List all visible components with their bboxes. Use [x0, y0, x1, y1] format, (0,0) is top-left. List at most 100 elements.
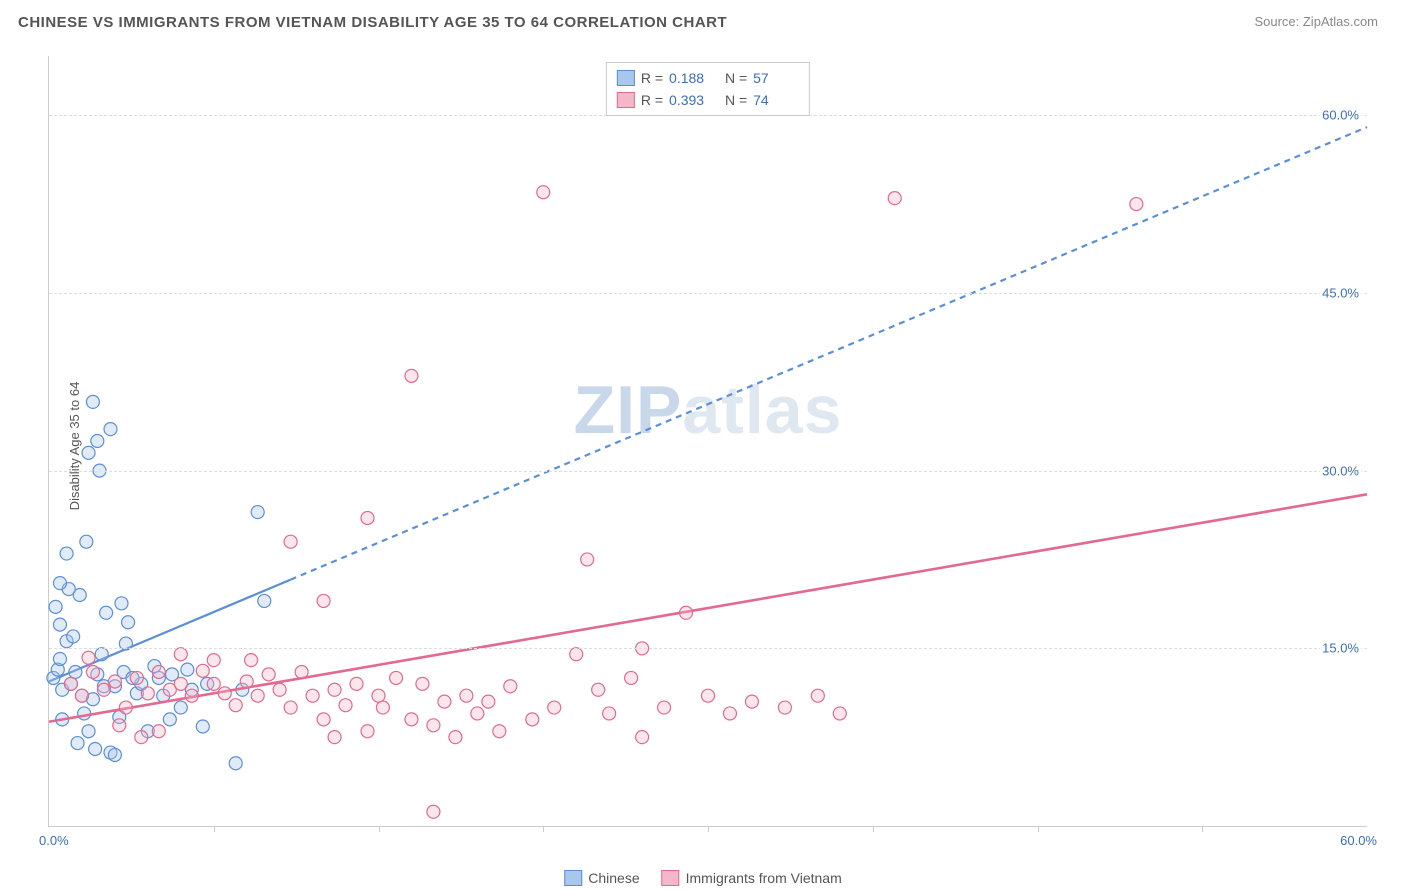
data-point — [328, 683, 341, 696]
data-point — [86, 395, 99, 408]
data-point — [723, 707, 736, 720]
data-point — [306, 689, 319, 702]
r-label: R = — [641, 89, 663, 111]
data-point — [251, 689, 264, 702]
data-point — [811, 689, 824, 702]
data-point — [570, 648, 583, 661]
data-point — [526, 713, 539, 726]
data-point — [438, 695, 451, 708]
r-label: R = — [641, 67, 663, 89]
x-tick — [1202, 826, 1203, 832]
legend-label: Immigrants from Vietnam — [686, 870, 842, 886]
data-point — [80, 535, 93, 548]
data-point — [75, 689, 88, 702]
data-point — [115, 597, 128, 610]
legend-item: Chinese — [564, 870, 639, 886]
stats-row: R = 0.188 N = 57 — [617, 67, 799, 89]
data-point — [82, 651, 95, 664]
data-point — [680, 606, 693, 619]
swatch-icon — [617, 92, 635, 108]
data-point — [218, 687, 231, 700]
data-point — [372, 689, 385, 702]
x-axis-max-label: 60.0% — [1340, 833, 1377, 848]
data-point — [245, 654, 258, 667]
y-grid-label: 45.0% — [1320, 285, 1361, 300]
data-point — [888, 192, 901, 205]
source-attribution: Source: ZipAtlas.com — [1254, 14, 1378, 29]
data-point — [196, 720, 209, 733]
data-point — [636, 731, 649, 744]
data-point — [91, 435, 104, 448]
data-point — [405, 713, 418, 726]
data-point — [548, 701, 561, 714]
r-value: 0.188 — [669, 67, 715, 89]
data-point — [64, 677, 77, 690]
data-point — [258, 594, 271, 607]
x-tick — [1038, 826, 1039, 832]
data-point — [625, 671, 638, 684]
data-point — [113, 719, 126, 732]
data-point — [240, 675, 253, 688]
data-point — [104, 423, 117, 436]
data-point — [119, 701, 132, 714]
data-point — [108, 748, 121, 761]
n-value: 74 — [753, 89, 799, 111]
data-point — [361, 725, 374, 738]
data-point — [284, 701, 297, 714]
x-axis-min-label: 0.0% — [39, 833, 69, 848]
data-point — [229, 699, 242, 712]
chart-title: CHINESE VS IMMIGRANTS FROM VIETNAM DISAB… — [18, 14, 727, 31]
data-point — [130, 671, 143, 684]
data-point — [152, 666, 165, 679]
data-point — [89, 743, 102, 756]
data-point — [460, 689, 473, 702]
data-point — [262, 668, 275, 681]
data-point — [658, 701, 671, 714]
data-point — [339, 699, 352, 712]
n-value: 57 — [753, 67, 799, 89]
data-point — [427, 805, 440, 818]
data-point — [53, 577, 66, 590]
data-point — [82, 446, 95, 459]
data-point — [284, 535, 297, 548]
data-point — [97, 683, 110, 696]
data-point — [581, 553, 594, 566]
data-point — [174, 677, 187, 690]
data-point — [207, 654, 220, 667]
data-point — [317, 594, 330, 607]
swatch-icon — [617, 70, 635, 86]
data-point — [141, 687, 154, 700]
data-point — [493, 725, 506, 738]
data-point — [152, 725, 165, 738]
data-point — [60, 547, 73, 560]
data-point — [135, 731, 148, 744]
x-tick — [543, 826, 544, 832]
data-point — [196, 664, 209, 677]
data-point — [317, 713, 330, 726]
x-tick — [708, 826, 709, 832]
data-point — [67, 630, 80, 643]
data-point — [328, 731, 341, 744]
correlation-stats-box: R = 0.188 N = 57 R = 0.393 N = 74 — [606, 62, 810, 116]
data-point — [702, 689, 715, 702]
data-point — [207, 677, 220, 690]
data-point — [73, 589, 86, 602]
data-point — [295, 666, 308, 679]
data-point — [482, 695, 495, 708]
y-grid-label: 15.0% — [1320, 641, 1361, 656]
data-point — [390, 671, 403, 684]
data-point — [174, 701, 187, 714]
data-point — [449, 731, 462, 744]
data-point — [229, 757, 242, 770]
data-point — [185, 689, 198, 702]
legend-label: Chinese — [588, 870, 639, 886]
chart-svg — [49, 56, 1367, 826]
data-point — [49, 600, 62, 613]
gridline — [49, 648, 1367, 649]
data-point — [251, 506, 264, 519]
data-point — [174, 648, 187, 661]
data-point — [108, 675, 121, 688]
swatch-icon — [662, 870, 680, 886]
data-point — [405, 369, 418, 382]
data-point — [603, 707, 616, 720]
